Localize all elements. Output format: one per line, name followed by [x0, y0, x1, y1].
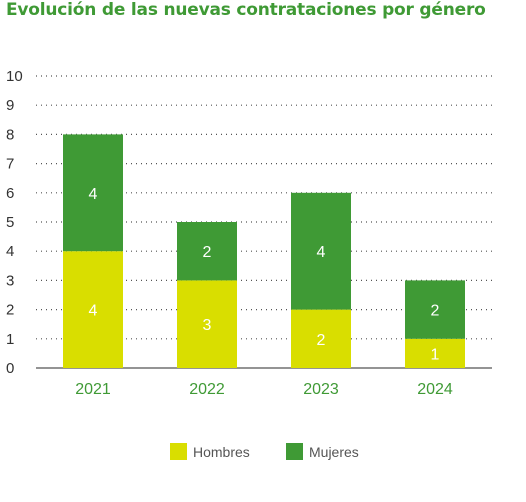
y-tick-label: 9 [6, 97, 14, 114]
data-label: 2 [317, 332, 326, 349]
x-tick-label: 2024 [417, 381, 453, 398]
x-axis-ticks: 2021 2022 2023 2024 [75, 381, 453, 398]
y-tick-label: 8 [6, 126, 14, 143]
legend-item-mujeres: Mujeres [286, 443, 359, 460]
x-tick-label: 2022 [189, 381, 225, 398]
y-tick-label: 6 [6, 185, 14, 202]
bar-segment-mujeres-2021 [63, 134, 123, 252]
bars: 4 4 3 2 2 4 1 2 [63, 134, 465, 368]
data-label: 2 [431, 303, 440, 320]
bar-segment-mujeres-2024 [405, 280, 465, 339]
bar-segment-hombres-2024 [405, 338, 465, 368]
y-tick-label: 10 [6, 68, 23, 85]
legend-label-hombres: Hombres [193, 443, 250, 460]
x-tick-label: 2021 [75, 381, 111, 398]
legend: Hombres Mujeres [0, 443, 526, 463]
y-axis-ticks: 0 1 2 3 4 5 6 7 8 9 10 [6, 68, 23, 377]
y-tick-label: 3 [6, 272, 14, 289]
y-tick-label: 7 [6, 156, 14, 173]
chart-title: Evolución de las nuevas contrataciones p… [6, 0, 486, 20]
y-tick-label: 0 [6, 360, 14, 377]
legend-swatch-mujeres [286, 443, 303, 460]
legend-item-hombres: Hombres [170, 443, 250, 460]
bar-segment-hombres-2021 [63, 251, 123, 368]
data-label: 2 [203, 244, 212, 261]
data-label: 3 [203, 317, 212, 334]
bar-segment-mujeres-2022 [177, 222, 237, 281]
legend-swatch-hombres [170, 443, 187, 460]
data-label: 4 [317, 244, 326, 261]
bar-segment-hombres-2022 [177, 280, 237, 368]
bar-segment-mujeres-2023 [291, 192, 351, 310]
bar-segment-hombres-2023 [291, 309, 351, 368]
x-tick-label: 2023 [303, 381, 339, 398]
y-tick-label: 4 [6, 243, 14, 260]
y-tick-label: 1 [6, 331, 14, 348]
stacked-bar-chart: 0 1 2 3 4 5 6 7 8 9 10 4 4 3 2 2 4 1 2 2021 2022 2023 2024 [6, 68, 492, 398]
data-label: 1 [431, 346, 440, 363]
legend-label-mujeres: Mujeres [309, 443, 359, 460]
data-label: 4 [89, 303, 98, 320]
y-tick-label: 2 [6, 302, 14, 319]
data-label: 4 [89, 186, 98, 203]
y-tick-label: 5 [6, 214, 14, 231]
